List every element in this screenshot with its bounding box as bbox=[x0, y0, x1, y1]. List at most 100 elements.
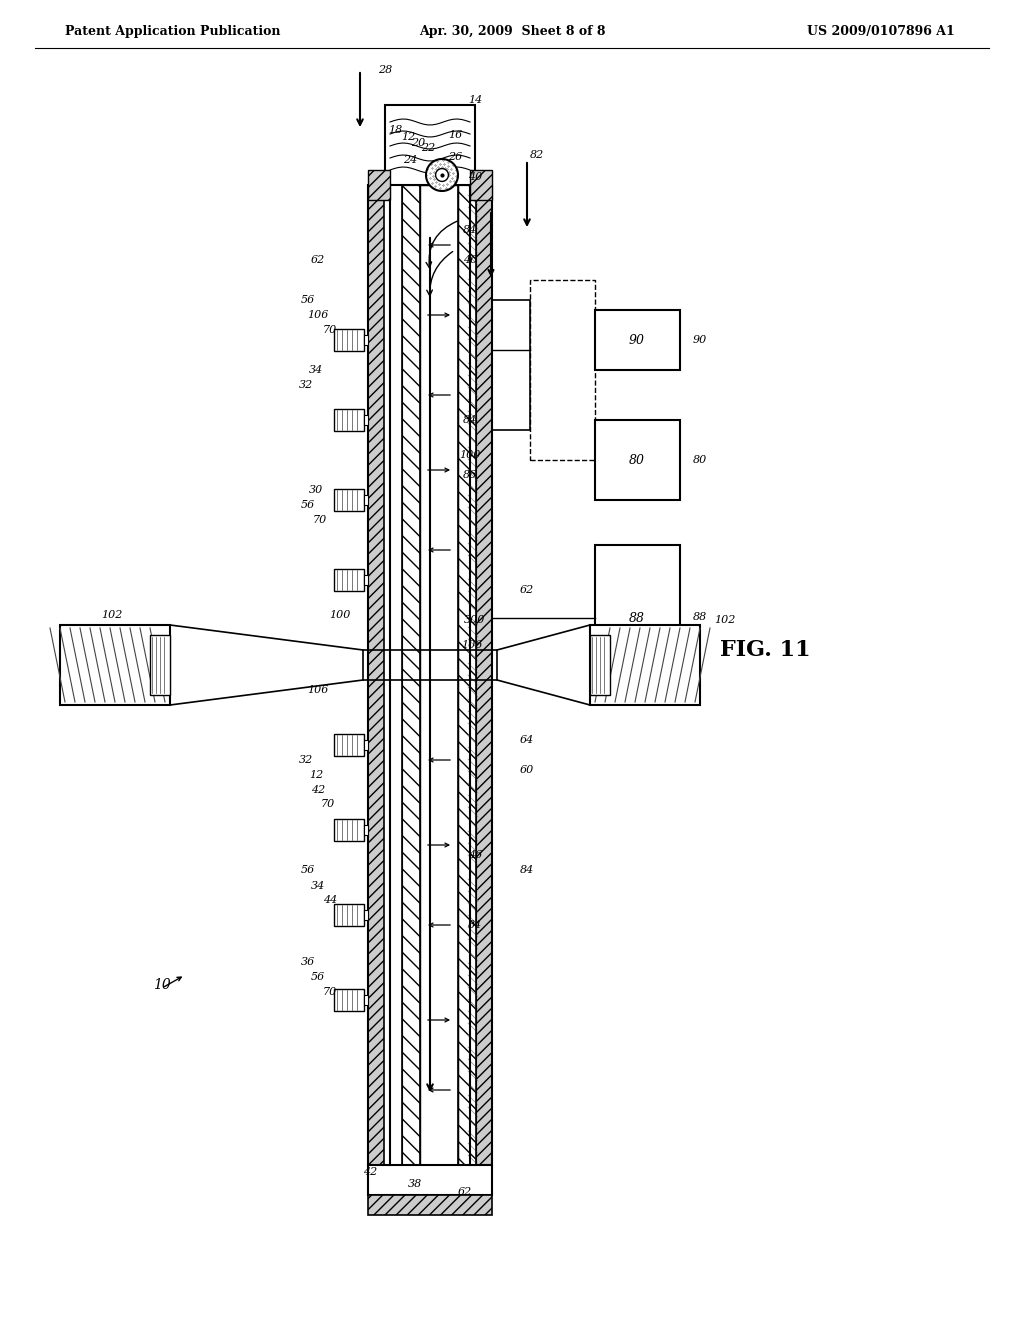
Text: 64: 64 bbox=[520, 735, 535, 744]
Text: 80: 80 bbox=[629, 454, 645, 466]
Text: 102: 102 bbox=[715, 615, 735, 624]
Text: 56: 56 bbox=[301, 500, 315, 510]
Polygon shape bbox=[435, 169, 449, 181]
Text: 34: 34 bbox=[309, 366, 324, 375]
Bar bbox=[368, 170, 390, 201]
Text: 42: 42 bbox=[362, 1167, 377, 1177]
Text: 36: 36 bbox=[301, 957, 315, 968]
Bar bbox=[334, 734, 364, 756]
Text: 14: 14 bbox=[468, 95, 482, 106]
Text: 20: 20 bbox=[411, 139, 425, 148]
Text: 300: 300 bbox=[464, 615, 485, 624]
Bar bbox=[402, 185, 420, 1166]
Bar bbox=[334, 488, 364, 511]
Text: 88: 88 bbox=[629, 611, 645, 624]
Text: 28: 28 bbox=[378, 65, 392, 75]
Text: 12: 12 bbox=[400, 132, 415, 143]
Text: 90: 90 bbox=[629, 334, 645, 346]
Text: 56: 56 bbox=[301, 294, 315, 305]
Text: 44: 44 bbox=[323, 895, 337, 906]
Bar bbox=[364, 909, 368, 920]
Text: 70: 70 bbox=[323, 987, 337, 997]
Bar bbox=[364, 741, 368, 750]
Text: 80: 80 bbox=[693, 455, 708, 465]
Bar bbox=[432, 185, 464, 1166]
Bar bbox=[364, 495, 368, 506]
Bar bbox=[470, 170, 492, 201]
Text: 90: 90 bbox=[693, 335, 708, 345]
Bar bbox=[590, 624, 700, 705]
Bar bbox=[334, 569, 364, 591]
Bar bbox=[384, 185, 390, 1166]
Text: 40: 40 bbox=[468, 172, 482, 182]
Polygon shape bbox=[426, 158, 458, 191]
Bar bbox=[530, 280, 595, 459]
Text: 84: 84 bbox=[468, 920, 482, 931]
Bar bbox=[364, 995, 368, 1005]
Bar bbox=[334, 409, 364, 432]
Text: 84: 84 bbox=[463, 414, 477, 425]
Bar bbox=[364, 335, 368, 345]
Text: 24: 24 bbox=[402, 154, 417, 165]
Text: 32: 32 bbox=[299, 755, 313, 766]
Bar bbox=[368, 185, 390, 1166]
Text: 16: 16 bbox=[447, 129, 462, 140]
Bar bbox=[60, 624, 170, 705]
Bar bbox=[595, 545, 680, 690]
Text: 62: 62 bbox=[458, 1187, 472, 1197]
Bar bbox=[368, 1195, 492, 1214]
Text: 32: 32 bbox=[299, 380, 313, 389]
Bar bbox=[364, 414, 368, 425]
Text: 26: 26 bbox=[447, 152, 462, 162]
Bar bbox=[385, 106, 475, 185]
Bar bbox=[364, 576, 368, 585]
Text: 82: 82 bbox=[529, 150, 544, 160]
Text: 100: 100 bbox=[330, 610, 350, 620]
Text: 56: 56 bbox=[311, 972, 326, 982]
Text: Apr. 30, 2009  Sheet 8 of 8: Apr. 30, 2009 Sheet 8 of 8 bbox=[419, 25, 605, 38]
Text: 70: 70 bbox=[323, 325, 337, 335]
Text: 86: 86 bbox=[463, 470, 477, 480]
Bar bbox=[470, 185, 476, 1166]
Text: FIG. 11: FIG. 11 bbox=[720, 639, 811, 661]
Bar bbox=[595, 310, 680, 370]
Text: 30: 30 bbox=[309, 484, 324, 495]
Text: 106: 106 bbox=[307, 685, 329, 696]
Bar bbox=[334, 989, 364, 1011]
Text: US 2009/0107896 A1: US 2009/0107896 A1 bbox=[807, 25, 955, 38]
Bar bbox=[590, 635, 610, 696]
Text: 70: 70 bbox=[313, 515, 327, 525]
Text: 42: 42 bbox=[311, 785, 326, 795]
Text: 106: 106 bbox=[462, 640, 482, 649]
Text: 106: 106 bbox=[307, 310, 329, 319]
Bar bbox=[150, 635, 170, 696]
Text: 10: 10 bbox=[154, 978, 171, 993]
Text: 46: 46 bbox=[463, 255, 477, 265]
Text: 12: 12 bbox=[309, 770, 324, 780]
Text: 60: 60 bbox=[520, 766, 535, 775]
Bar bbox=[334, 904, 364, 927]
Text: 100: 100 bbox=[460, 450, 480, 459]
Bar bbox=[595, 420, 680, 500]
Text: 46: 46 bbox=[468, 850, 482, 861]
Text: 38: 38 bbox=[408, 1179, 422, 1189]
Bar bbox=[492, 300, 530, 430]
Text: 102: 102 bbox=[101, 610, 123, 620]
Text: 22: 22 bbox=[421, 143, 435, 153]
Text: 84: 84 bbox=[520, 865, 535, 875]
Bar bbox=[420, 185, 458, 1166]
Text: 62: 62 bbox=[311, 255, 326, 265]
Text: 18: 18 bbox=[388, 125, 402, 135]
Text: 56: 56 bbox=[301, 865, 315, 875]
Bar bbox=[334, 329, 364, 351]
Bar bbox=[368, 1166, 492, 1195]
Bar bbox=[334, 818, 364, 841]
Text: 34: 34 bbox=[311, 880, 326, 891]
Text: 62: 62 bbox=[520, 585, 535, 595]
Text: 70: 70 bbox=[321, 799, 335, 809]
Polygon shape bbox=[170, 624, 362, 705]
Text: 84: 84 bbox=[463, 224, 477, 235]
Text: 88: 88 bbox=[693, 612, 708, 622]
Bar bbox=[364, 825, 368, 836]
Polygon shape bbox=[497, 624, 590, 705]
